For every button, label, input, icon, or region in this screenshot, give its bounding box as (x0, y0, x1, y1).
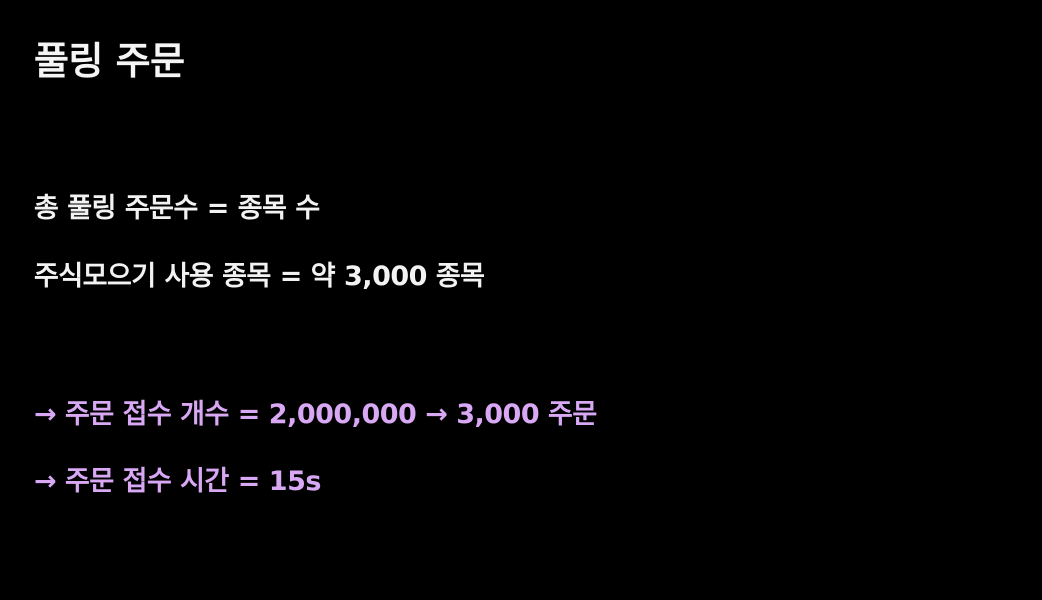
result-order-time: → 주문 접수 시간 = 15s (34, 466, 321, 497)
fact-stock-collect-symbols: 주식모으기 사용 종목 = 약 3,000 종목 (34, 261, 485, 292)
result-order-count: → 주문 접수 개수 = 2,000,000 → 3,000 주문 (34, 399, 597, 430)
slide-title: 풀링 주문 (34, 39, 185, 83)
fact-total-pooling-orders: 총 풀링 주문수 = 종목 수 (34, 193, 320, 224)
